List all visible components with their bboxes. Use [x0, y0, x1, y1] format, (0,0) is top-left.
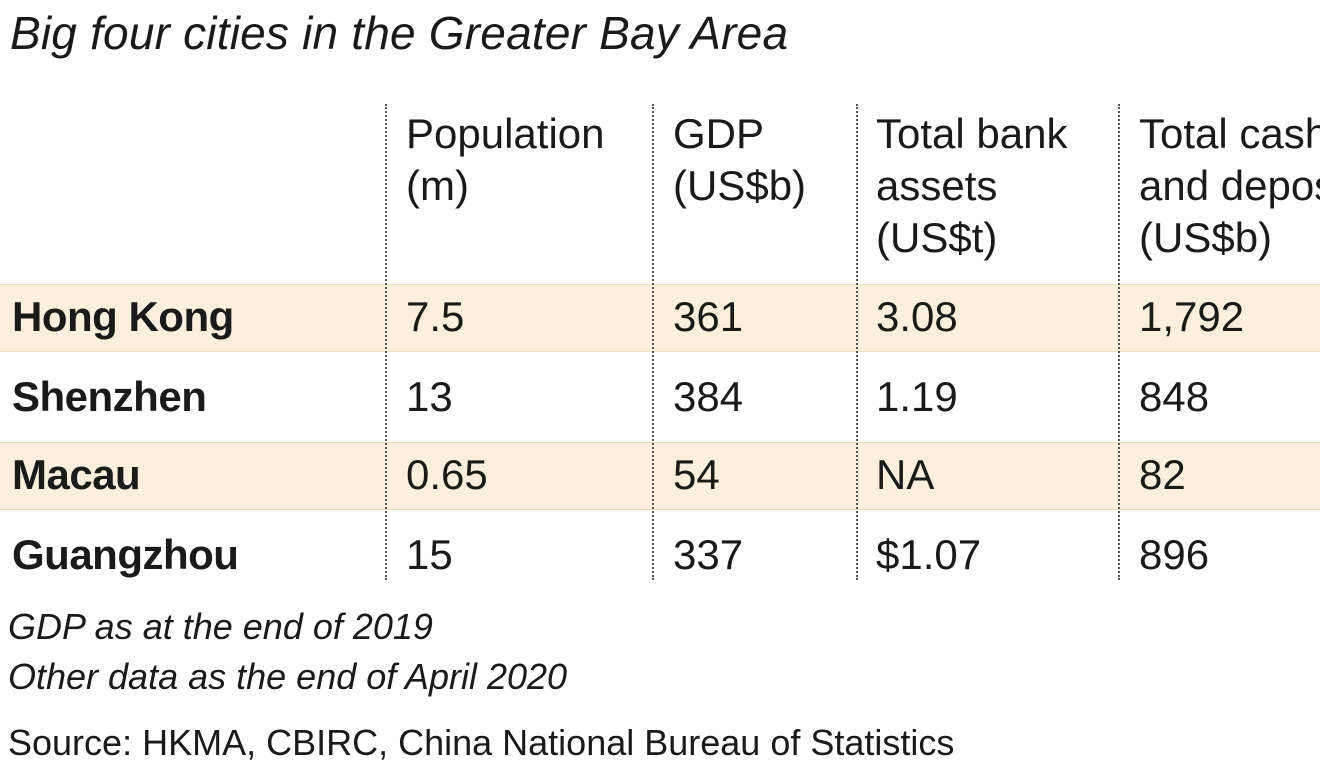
table-row: Macau 0.65 54 NA 82	[0, 442, 1320, 508]
column-header-line: (US$b)	[673, 162, 807, 209]
column-divider	[1118, 104, 1120, 580]
cell-gdp: 384	[673, 373, 744, 420]
column-header-population: Population (m)	[406, 108, 605, 212]
chart-title: Big four cities in the Greater Bay Area	[10, 7, 789, 59]
table-row: Shenzhen 13 384 1.19 848	[0, 364, 1320, 430]
cell-bank-assets: 1.19	[876, 373, 958, 420]
column-header-line: (m)	[406, 162, 469, 209]
data-table: Population (m) GDP (US$b) Total bank ass…	[0, 104, 1320, 580]
column-header-line: GDP	[673, 110, 765, 157]
cell-population: 13	[406, 373, 453, 420]
footnote-other-data: Other data as the end of April 2020	[8, 656, 568, 697]
row-highlight-band	[0, 442, 1320, 510]
row-city-label: Macau	[12, 451, 141, 498]
column-header-line: Population	[406, 110, 605, 157]
column-header-line: (US$t)	[876, 214, 998, 261]
column-header-cash-deposits: Total cash and deposits (US$b)	[1139, 108, 1320, 264]
column-header-line: and deposits	[1139, 162, 1320, 209]
cell-gdp: 361	[673, 293, 744, 340]
column-divider	[856, 104, 858, 580]
column-divider	[385, 104, 387, 580]
cell-bank-assets: $1.07	[876, 531, 982, 578]
cell-population: 15	[406, 531, 453, 578]
table-row: Hong Kong 7.5 361 3.08 1,792	[0, 284, 1320, 350]
row-city-label: Shenzhen	[12, 373, 207, 420]
cell-cash-deposits: 1,792	[1139, 293, 1245, 340]
cell-population: 7.5	[406, 293, 465, 340]
cell-cash-deposits: 896	[1139, 531, 1210, 578]
column-header-line: assets	[876, 162, 998, 209]
cell-gdp: 337	[673, 531, 744, 578]
column-divider	[652, 104, 654, 580]
footnote-gdp: GDP as at the end of 2019	[8, 606, 433, 647]
cell-gdp: 54	[673, 451, 720, 498]
source-note: Source: HKMA, CBIRC, China National Bure…	[8, 722, 955, 763]
cell-cash-deposits: 848	[1139, 373, 1210, 420]
row-highlight-band	[0, 284, 1320, 352]
column-header-line: (US$b)	[1139, 214, 1273, 261]
cell-population: 0.65	[406, 451, 488, 498]
table-row: Guangzhou 15 337 $1.07 896	[0, 522, 1320, 580]
cell-bank-assets: NA	[876, 451, 935, 498]
column-header-line: Total cash	[1139, 110, 1320, 157]
column-header-bank-assets: Total bank assets (US$t)	[876, 108, 1067, 264]
cell-cash-deposits: 82	[1139, 451, 1186, 498]
column-header-line: Total bank	[876, 110, 1068, 157]
column-header-gdp: GDP (US$b)	[673, 108, 806, 212]
row-city-label: Hong Kong	[12, 293, 234, 340]
row-city-label: Guangzhou	[12, 531, 239, 578]
cell-bank-assets: 3.08	[876, 293, 958, 340]
